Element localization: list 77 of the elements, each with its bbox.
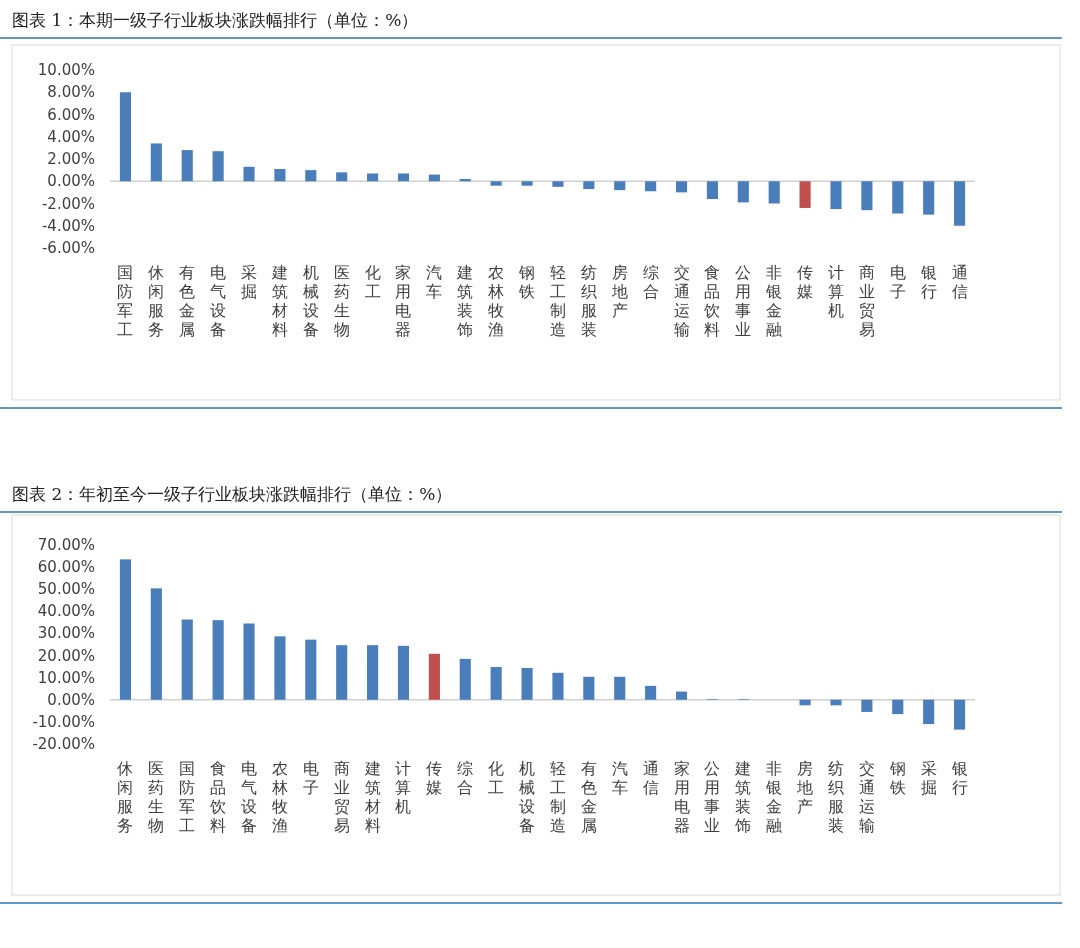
x-tick-label: 汽车	[426, 263, 443, 301]
x-tick-label: 食品饮料	[209, 759, 227, 835]
x-tick-label: 农林牧渔	[487, 263, 505, 339]
x-tick-label: 汽车	[611, 759, 628, 797]
y-tick-label: 2.00%	[47, 150, 95, 168]
chart-title: 图表 1：本期一级子行业板块涨跌幅排行（单位：%）	[12, 10, 419, 30]
x-tick-label: 机械设备	[519, 759, 536, 835]
x-tick-label: 房地产	[610, 263, 628, 320]
x-tick-label: 通信	[642, 759, 659, 797]
x-tick-label: 交通运输	[673, 263, 690, 339]
y-tick-label: 10.00%	[37, 668, 95, 687]
x-tick-label: 轻工制造	[549, 759, 566, 835]
x-tick-label: 交通运输	[858, 759, 875, 835]
y-tick-label: 4.00%	[47, 127, 95, 146]
x-tick-label: 轻工制造	[549, 263, 566, 339]
x-tick-label: 传媒	[797, 263, 814, 301]
y-tick-label: -10.00%	[32, 712, 95, 731]
x-tick-label: 传媒	[426, 759, 443, 797]
x-tick-label: 农林牧渔	[270, 759, 288, 835]
x-tick-label: 通信	[951, 263, 968, 301]
x-tick-label: 电气设备	[210, 263, 227, 339]
y-tick-label: -6.00%	[41, 239, 95, 257]
x-tick-label: 建筑装饰	[734, 759, 752, 835]
x-tick-label: 休闲服务	[117, 759, 134, 835]
x-tick-label: 钢铁	[518, 263, 536, 301]
x-tick-label: 商业贸易	[858, 263, 875, 339]
y-tick-label: 60.00%	[37, 558, 95, 577]
x-tick-label: 银行	[919, 263, 937, 301]
x-tick-label: 公用事业	[704, 759, 721, 835]
x-tick-label: 有色金属	[580, 759, 597, 835]
y-tick-label: -20.00%	[32, 735, 95, 753]
x-tick-label: 化工	[488, 759, 505, 797]
x-tick-label: 纺织服装	[827, 759, 844, 835]
x-tick-label: 非银金融	[765, 759, 783, 835]
x-tick-label: 家用电器	[673, 759, 690, 835]
y-tick-label: 40.00%	[37, 602, 95, 621]
x-tick-label: 钢铁	[888, 759, 906, 797]
x-tick-label: 综合	[457, 759, 474, 797]
x-tick-label: 纺织服装	[580, 263, 597, 339]
x-tick-label: 综合	[642, 263, 659, 301]
x-tick-label: 化工	[364, 263, 381, 301]
x-tick-label: 医药生物	[148, 759, 165, 835]
y-tick-label: 0.00%	[47, 172, 95, 191]
y-tick-label: 30.00%	[37, 624, 95, 643]
y-tick-label: -4.00%	[41, 216, 95, 235]
x-tick-label: 电气设备	[241, 759, 258, 835]
y-tick-label: 6.00%	[47, 105, 95, 124]
x-tick-label: 房地产	[796, 759, 814, 816]
y-tick-label: 50.00%	[37, 580, 95, 599]
x-tick-label: 国防军工	[117, 263, 134, 339]
x-tick-label: 电子	[302, 759, 319, 797]
x-tick-label: 食品饮料	[703, 263, 721, 339]
x-tick-label: 银行	[950, 759, 968, 797]
y-tick-label: 8.00%	[47, 83, 95, 102]
y-tick-label: 70.00%	[37, 536, 95, 554]
x-tick-label: 计算机	[395, 759, 412, 816]
x-tick-label: 公用事业	[735, 263, 752, 339]
x-tick-label: 采掘	[920, 759, 937, 797]
x-tick-label: 建筑材料	[270, 263, 288, 339]
x-tick-label: 商业贸易	[333, 759, 350, 835]
y-tick-label: 20.00%	[37, 646, 95, 665]
x-tick-label: 电子	[889, 263, 906, 301]
x-tick-label: 非银金融	[765, 263, 783, 339]
x-tick-label: 有色金属	[179, 263, 196, 339]
x-tick-label: 建筑装饰	[456, 263, 474, 339]
x-tick-label: 家用电器	[395, 263, 412, 339]
x-tick-label: 休闲服务	[148, 263, 165, 339]
x-tick-label: 计算机	[827, 263, 844, 320]
x-tick-label: 国防军工	[179, 759, 196, 835]
x-tick-label: 建筑材料	[363, 759, 381, 835]
x-tick-label: 机械设备	[302, 263, 319, 339]
y-tick-label: -2.00%	[41, 194, 95, 213]
y-tick-label: 10.00%	[37, 61, 95, 79]
chart-title: 图表 2：年初至今一级子行业板块涨跌幅排行（单位：%）	[12, 484, 453, 504]
y-tick-label: 0.00%	[47, 690, 95, 709]
x-tick-label: 医药生物	[333, 263, 350, 339]
x-tick-label: 采掘	[241, 263, 258, 301]
